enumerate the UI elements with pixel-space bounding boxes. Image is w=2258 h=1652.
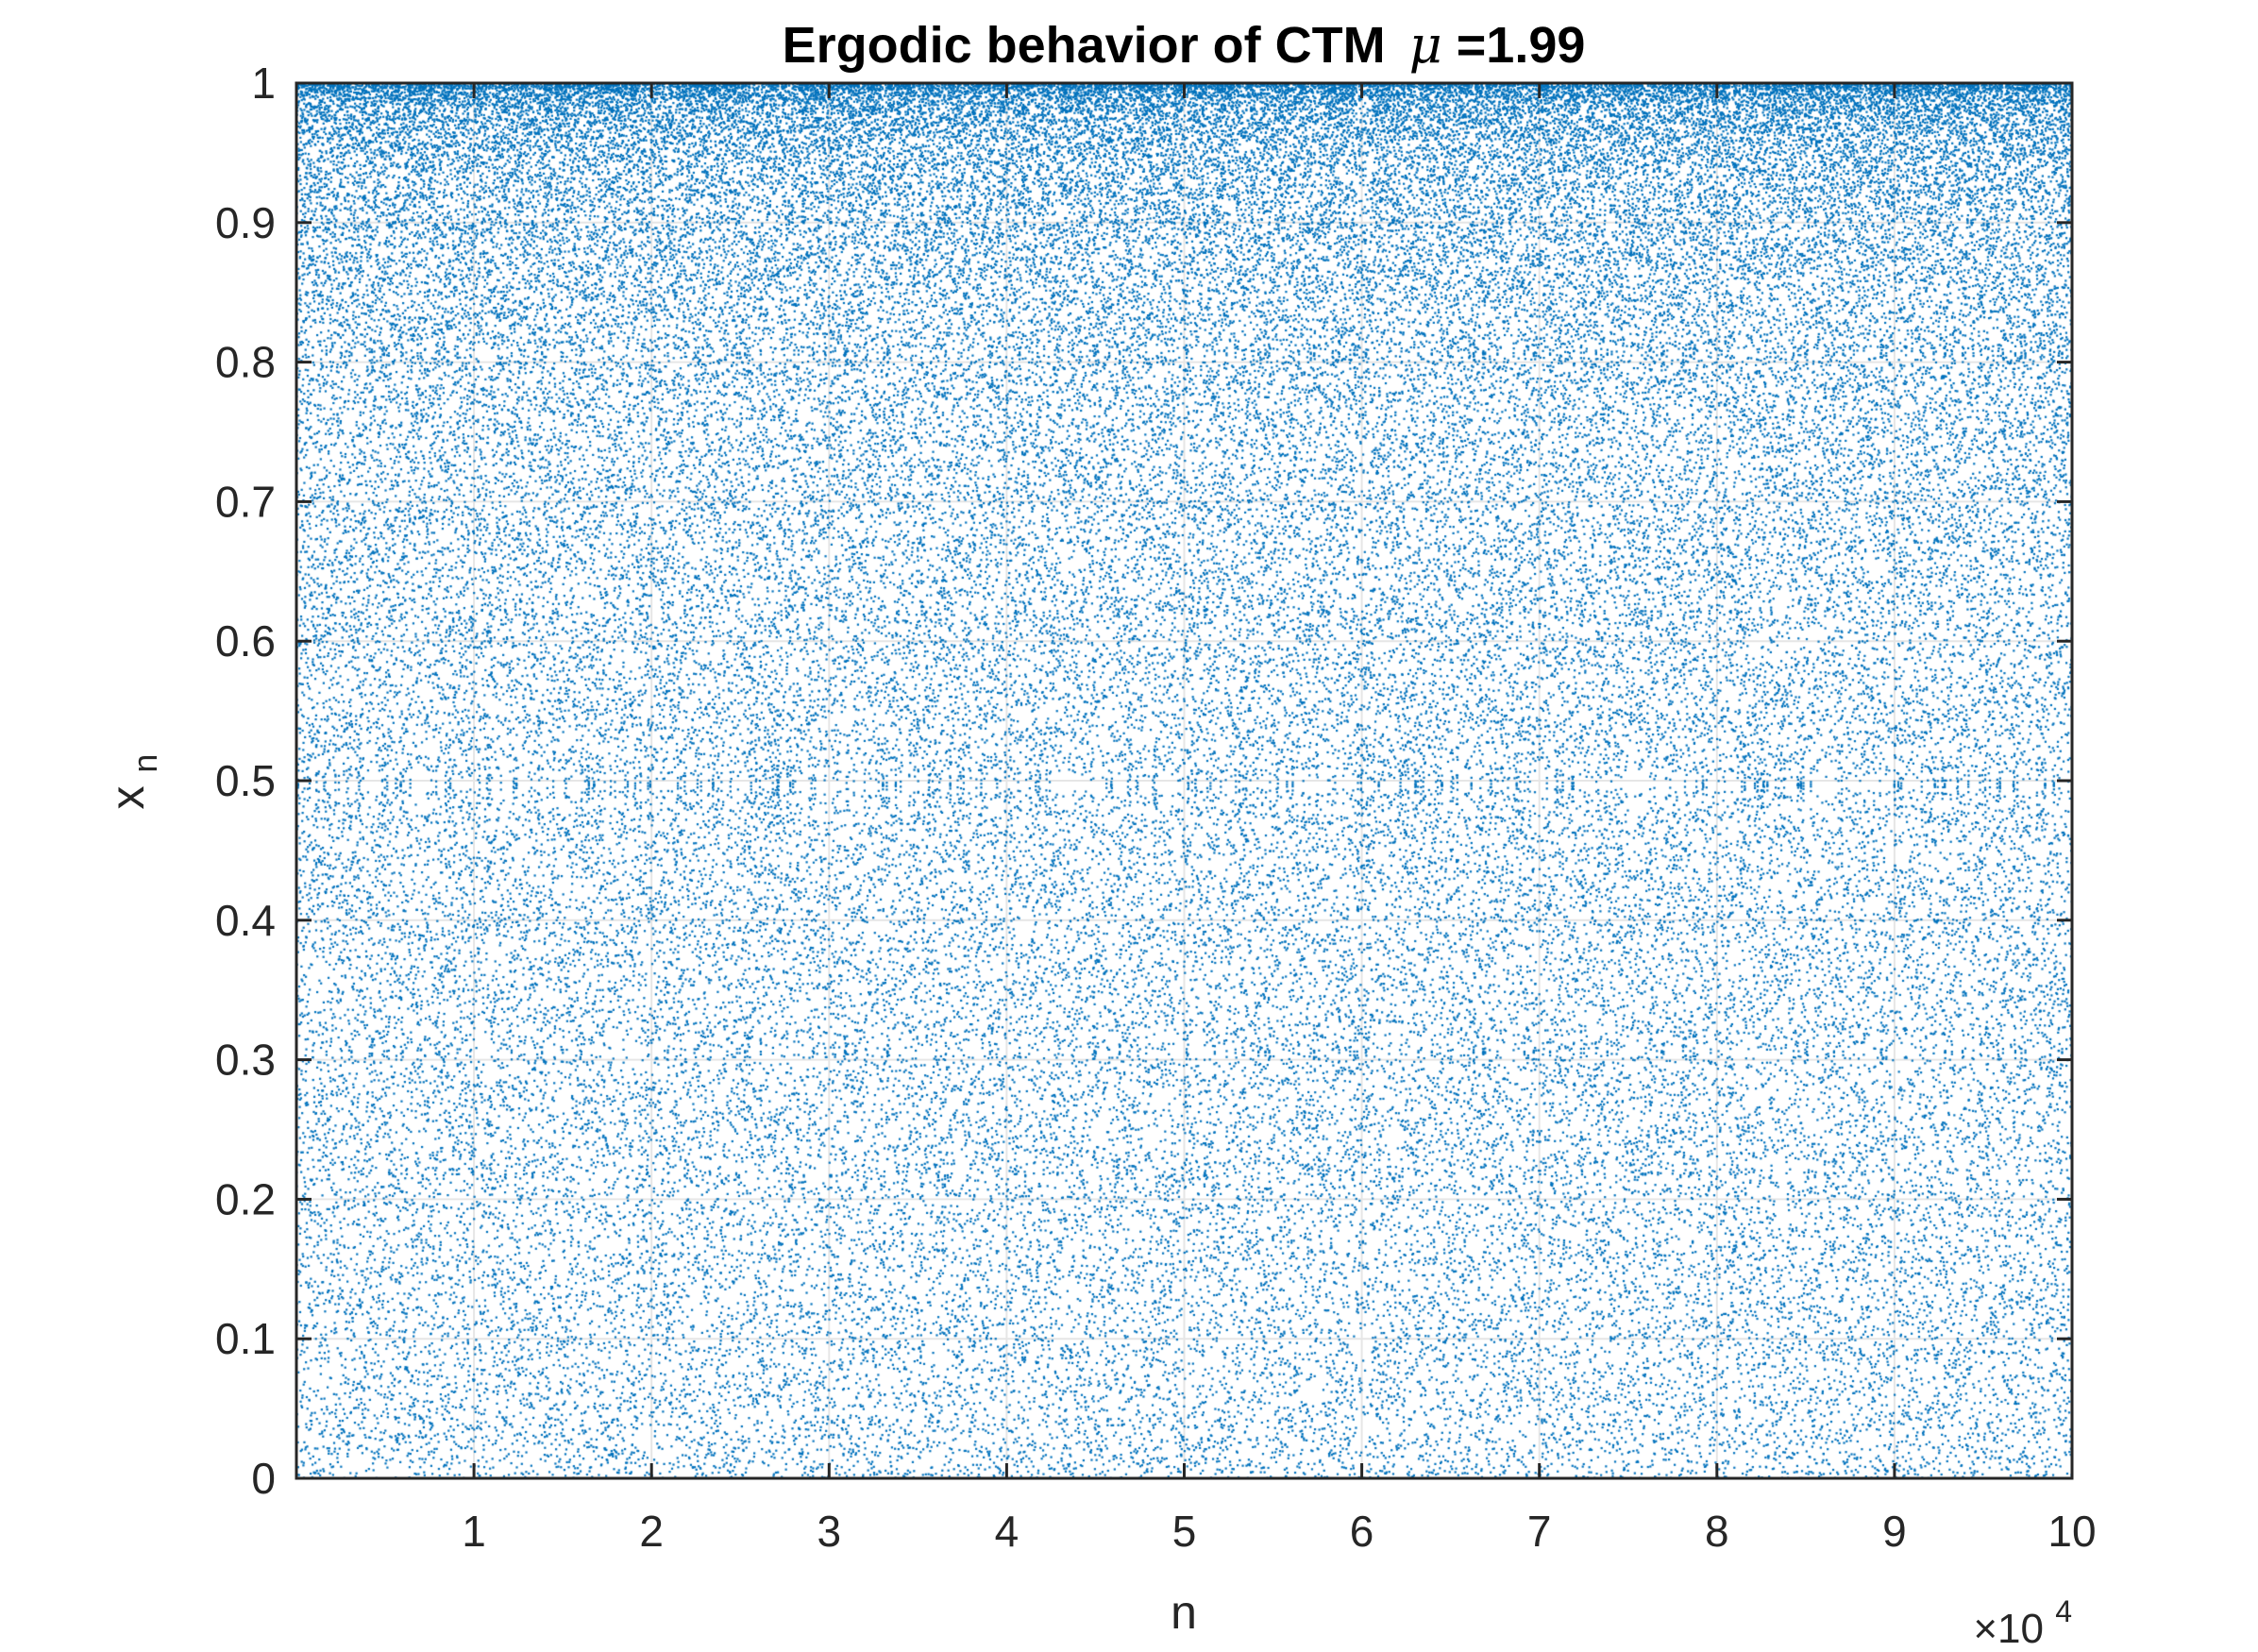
y-tick-label: 0.9 [215, 198, 276, 247]
y-axis-label-main: x [101, 785, 154, 809]
x-tick-label: 4 [995, 1507, 1019, 1556]
x-axis-exponent: ×10 4 [1973, 1594, 2072, 1647]
y-axis-label-subscript: n [126, 754, 164, 773]
x-tick-label: 8 [1705, 1507, 1729, 1556]
y-tick-label: 0.1 [215, 1314, 276, 1363]
chart-title-mu: μ [1409, 15, 1442, 75]
x-axis-exponent-power: 4 [2055, 1594, 2072, 1628]
x-tick-label: 2 [639, 1507, 664, 1556]
plot-area [296, 83, 2072, 1478]
y-tick-labels: 0 0.1 0.2 0.3 0.4 0.5 0.6 0.7 0.8 0.9 1 [215, 59, 276, 1503]
chart-title-value: =1.99 [1457, 17, 1586, 74]
y-tick-label: 0.4 [215, 896, 276, 945]
y-tick-label: 0.3 [215, 1036, 276, 1085]
y-tick-label: 0.8 [215, 338, 276, 387]
x-tick-label: 3 [817, 1507, 842, 1556]
x-tick-label: 1 [462, 1507, 486, 1556]
scatter-points [296, 83, 2072, 1478]
x-tick-label: 5 [1172, 1507, 1197, 1556]
x-tick-label: 7 [1527, 1507, 1552, 1556]
y-tick-label: 1 [251, 59, 276, 108]
chart-title: Ergodic behavior of CTM μ =1.99 [783, 15, 1586, 75]
x-tick-label: 6 [1350, 1507, 1374, 1556]
x-tick-label: 9 [1882, 1507, 1907, 1556]
y-axis-label: x n [101, 754, 164, 810]
x-tick-label: 10 [2047, 1507, 2096, 1556]
y-tick-label: 0 [251, 1454, 276, 1503]
x-tick-labels: 1 2 3 4 5 6 7 8 9 10 [462, 1507, 2096, 1556]
y-tick-label: 0.7 [215, 477, 276, 526]
x-axis-exponent-base: ×10 [1973, 1606, 2044, 1647]
y-tick-label: 0.2 [215, 1174, 276, 1223]
x-axis-label: n [1171, 1586, 1197, 1639]
y-tick-label: 0.5 [215, 756, 276, 805]
y-tick-label: 0.6 [215, 616, 276, 666]
axes [295, 81, 2074, 1480]
chart-title-text: Ergodic behavior of CTM [783, 17, 1386, 74]
scatter-point-layer [296, 83, 2072, 1478]
